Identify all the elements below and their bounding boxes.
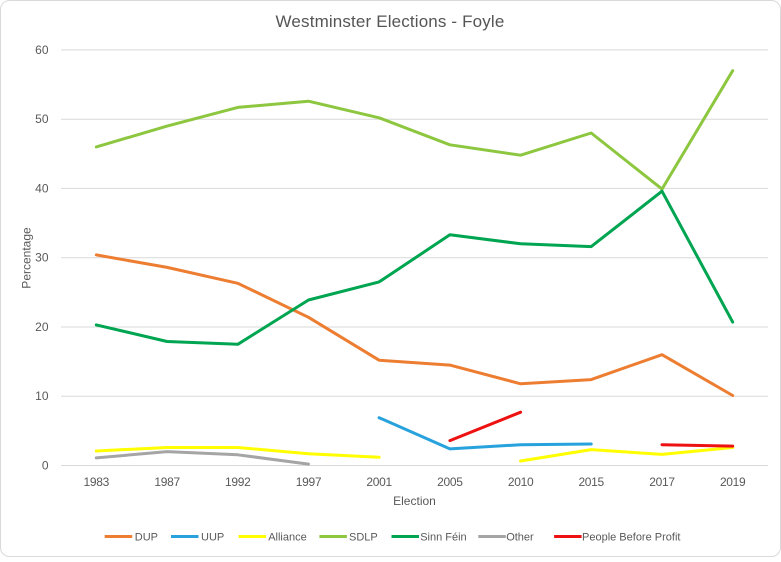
svg-text:1987: 1987 [154, 475, 180, 489]
svg-text:1983: 1983 [84, 475, 110, 489]
svg-text:People Before Profit: People Before Profit [582, 532, 680, 544]
svg-text:2019: 2019 [720, 475, 746, 489]
svg-text:Other: Other [506, 532, 534, 544]
svg-text:2015: 2015 [578, 475, 604, 489]
svg-text:2005: 2005 [437, 475, 463, 489]
svg-text:UUP: UUP [201, 532, 224, 544]
svg-text:40: 40 [35, 181, 49, 195]
svg-text:20: 20 [35, 320, 49, 334]
svg-text:Westminster Elections - Foyle: Westminster Elections - Foyle [276, 12, 505, 31]
svg-text:2017: 2017 [649, 475, 675, 489]
svg-text:60: 60 [35, 43, 49, 57]
svg-text:Alliance: Alliance [268, 532, 307, 544]
svg-text:SDLP: SDLP [349, 532, 378, 544]
svg-text:DUP: DUP [135, 532, 158, 544]
svg-text:1992: 1992 [225, 475, 251, 489]
svg-text:50: 50 [35, 112, 49, 126]
svg-text:Election: Election [393, 494, 436, 508]
svg-text:0: 0 [42, 459, 49, 473]
svg-text:10: 10 [35, 389, 49, 403]
svg-text:2001: 2001 [366, 475, 392, 489]
svg-text:30: 30 [35, 251, 49, 265]
svg-text:2010: 2010 [508, 475, 534, 489]
svg-text:Percentage: Percentage [20, 227, 34, 289]
svg-text:1997: 1997 [296, 475, 322, 489]
svg-text:Sinn Féin: Sinn Féin [420, 532, 466, 544]
